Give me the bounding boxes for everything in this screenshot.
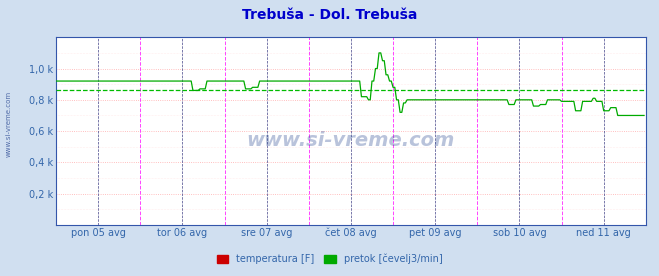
- Legend: temperatura [F], pretok [čevelj3/min]: temperatura [F], pretok [čevelj3/min]: [213, 250, 446, 268]
- Text: Trebuša - Dol. Trebuša: Trebuša - Dol. Trebuša: [242, 8, 417, 22]
- Text: www.si-vreme.com: www.si-vreme.com: [5, 91, 12, 157]
- Text: www.si-vreme.com: www.si-vreme.com: [246, 131, 455, 150]
